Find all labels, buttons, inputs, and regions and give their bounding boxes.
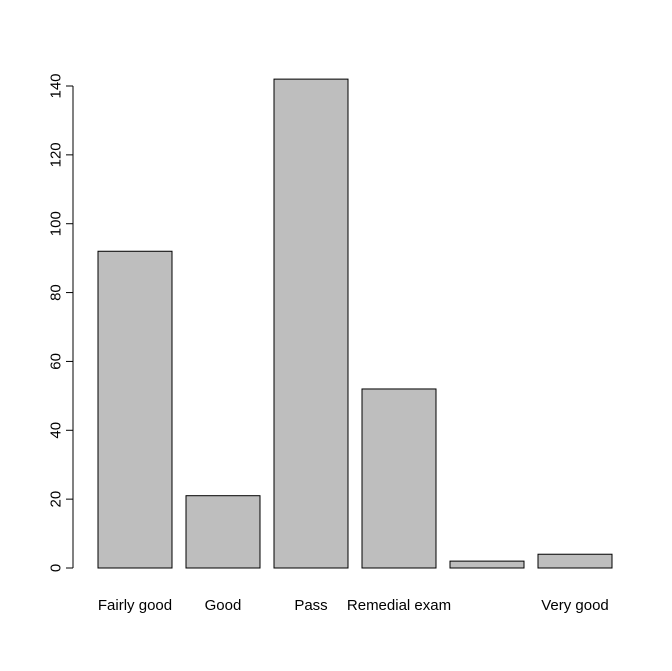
bar (273, 78, 349, 569)
x-tick-label: Good (205, 597, 242, 614)
bar (361, 388, 437, 569)
bars (97, 78, 613, 569)
x-tick-label: Very good (541, 597, 609, 614)
y-tick-label: 40 (48, 422, 65, 439)
y-tick-label: 0 (48, 564, 65, 572)
x-axis-labels: Fairly good Good Pass Remedial exam Very goo… (98, 597, 609, 614)
y-tick-label: 100 (48, 211, 65, 236)
bar (449, 560, 525, 569)
x-tick-label: Fairly good (98, 597, 172, 614)
x-tick-label: Remedial exam (347, 597, 451, 614)
y-tick-label: 140 (48, 73, 65, 98)
bar (537, 553, 613, 569)
y-tick-label: 80 (48, 284, 65, 301)
y-axis: 0 20 40 60 80 100 120 140 (48, 73, 74, 572)
bar (185, 495, 261, 569)
y-tick-label: 120 (48, 142, 65, 167)
y-tick-label: 20 (48, 491, 65, 508)
x-tick-label: Pass (294, 597, 327, 614)
y-tick-label: 60 (48, 353, 65, 370)
bar (97, 250, 173, 569)
